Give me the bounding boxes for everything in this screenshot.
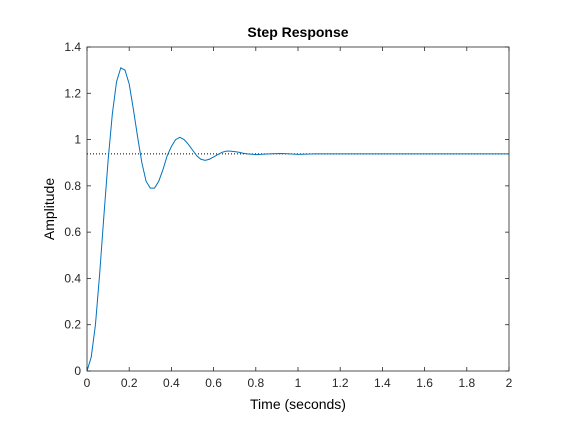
ticks-layer: 0 0.2 0.4 0.6 0.8 1 1.2 1.4 1.6 1.8 2 0 0.2 0.4 0.6 0.8… — [64, 40, 512, 390]
y-tick-label: 1.2 — [64, 86, 81, 100]
plot-area — [87, 47, 509, 371]
y-tick-label: 0 — [74, 364, 81, 378]
y-tick-label: 0.8 — [64, 179, 81, 193]
x-tick-label: 1.2 — [332, 376, 349, 390]
x-tick-label: 0.8 — [247, 376, 264, 390]
x-axis-label: Time (seconds) — [250, 396, 346, 412]
x-tick-label: 2 — [506, 376, 513, 390]
x-tick-label: 0.4 — [163, 376, 180, 390]
x-tick-label: 0.2 — [121, 376, 138, 390]
y-tick-label: 0.6 — [64, 225, 81, 239]
y-tick-label: 0.2 — [64, 318, 81, 332]
y-tick-label: 1.4 — [64, 40, 81, 54]
series-line — [86, 67, 509, 372]
axes-box — [86, 46, 510, 372]
x-tick-label: 1.8 — [458, 376, 475, 390]
y-axis-label: Amplitude — [41, 178, 57, 240]
x-tick-label: 1 — [295, 376, 302, 390]
x-tick-label: 1.4 — [374, 376, 391, 390]
y-tick-label: 1 — [74, 133, 81, 147]
chart-title: Step Response — [247, 24, 348, 40]
x-tick-label: 0.6 — [205, 376, 222, 390]
y-tick-label: 0.4 — [64, 271, 81, 285]
x-tick-label: 1.6 — [416, 376, 433, 390]
x-tick-label: 0 — [84, 376, 91, 390]
